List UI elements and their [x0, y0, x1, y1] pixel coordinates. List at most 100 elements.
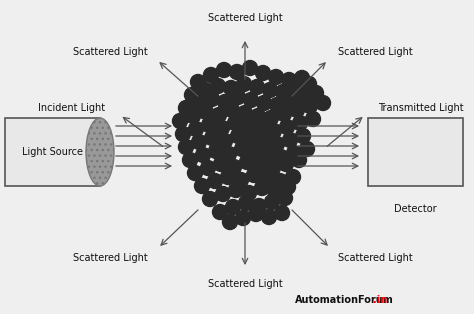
Text: Detector: Detector — [394, 204, 437, 214]
Circle shape — [256, 134, 272, 149]
Circle shape — [289, 80, 303, 95]
Circle shape — [277, 191, 292, 205]
Circle shape — [237, 77, 252, 91]
Circle shape — [208, 174, 222, 188]
Circle shape — [290, 102, 304, 117]
Circle shape — [218, 95, 233, 110]
Circle shape — [276, 106, 292, 122]
Text: Scattered Light: Scattered Light — [338, 253, 413, 263]
Ellipse shape — [86, 118, 114, 186]
Circle shape — [286, 145, 301, 160]
Text: Light Source: Light Source — [22, 147, 83, 157]
Circle shape — [264, 194, 280, 209]
Circle shape — [306, 111, 320, 127]
Circle shape — [215, 121, 229, 136]
Circle shape — [273, 149, 289, 165]
Circle shape — [273, 174, 288, 188]
FancyBboxPatch shape — [368, 118, 463, 186]
Circle shape — [249, 79, 264, 95]
Circle shape — [224, 80, 238, 95]
Circle shape — [175, 127, 191, 142]
Circle shape — [262, 209, 276, 225]
Circle shape — [227, 160, 241, 175]
Circle shape — [270, 137, 284, 151]
Circle shape — [229, 64, 245, 79]
Circle shape — [201, 117, 217, 133]
Circle shape — [275, 84, 291, 100]
Circle shape — [263, 83, 277, 98]
Circle shape — [295, 128, 310, 143]
Circle shape — [243, 61, 257, 75]
Circle shape — [218, 133, 233, 149]
Circle shape — [221, 147, 237, 161]
Circle shape — [189, 122, 203, 137]
Circle shape — [268, 69, 283, 84]
Circle shape — [241, 186, 256, 201]
Circle shape — [280, 120, 294, 134]
Circle shape — [225, 102, 239, 117]
Circle shape — [239, 154, 255, 170]
Circle shape — [285, 170, 301, 185]
Circle shape — [199, 105, 213, 120]
Circle shape — [236, 210, 250, 225]
Circle shape — [256, 95, 272, 111]
Circle shape — [191, 95, 207, 111]
Text: Scattered Light: Scattered Light — [208, 13, 283, 23]
Circle shape — [220, 170, 236, 185]
Circle shape — [309, 85, 323, 100]
Circle shape — [283, 94, 298, 109]
Circle shape — [198, 83, 212, 98]
Circle shape — [209, 143, 224, 159]
Circle shape — [316, 95, 330, 111]
Circle shape — [202, 192, 218, 207]
Text: .in: .in — [373, 295, 387, 305]
Circle shape — [274, 205, 290, 220]
Circle shape — [210, 78, 226, 94]
Circle shape — [203, 68, 219, 83]
FancyBboxPatch shape — [5, 118, 100, 186]
Circle shape — [173, 113, 188, 128]
Circle shape — [234, 172, 248, 187]
Circle shape — [204, 131, 219, 145]
Circle shape — [265, 160, 281, 176]
Circle shape — [247, 144, 263, 160]
Circle shape — [204, 91, 219, 106]
Circle shape — [235, 142, 249, 156]
Circle shape — [252, 198, 266, 214]
Circle shape — [179, 139, 193, 154]
Circle shape — [222, 214, 237, 230]
Circle shape — [292, 153, 307, 167]
Circle shape — [179, 100, 193, 116]
Circle shape — [264, 111, 279, 126]
Circle shape — [283, 133, 298, 148]
Circle shape — [295, 89, 310, 105]
Text: AutomationForum: AutomationForum — [295, 295, 394, 305]
Circle shape — [191, 74, 206, 89]
Circle shape — [300, 142, 315, 156]
Circle shape — [240, 118, 255, 133]
Circle shape — [266, 123, 282, 138]
Circle shape — [292, 116, 308, 131]
Circle shape — [246, 167, 262, 182]
Circle shape — [244, 132, 258, 147]
Circle shape — [216, 187, 230, 202]
Text: Scattered Light: Scattered Light — [73, 47, 148, 57]
Circle shape — [279, 156, 293, 171]
Circle shape — [230, 128, 246, 143]
Circle shape — [226, 199, 240, 214]
Circle shape — [244, 93, 258, 107]
Circle shape — [184, 88, 200, 102]
Circle shape — [194, 178, 210, 193]
Circle shape — [191, 134, 207, 149]
Circle shape — [248, 207, 264, 221]
Text: Scattered Light: Scattered Light — [208, 279, 283, 289]
Circle shape — [250, 109, 265, 123]
Circle shape — [195, 148, 210, 163]
Circle shape — [185, 109, 201, 123]
Circle shape — [237, 106, 253, 121]
Circle shape — [301, 77, 317, 91]
Circle shape — [267, 183, 283, 198]
Text: Scattered Light: Scattered Light — [73, 253, 148, 263]
Circle shape — [182, 153, 198, 167]
Circle shape — [228, 116, 243, 131]
